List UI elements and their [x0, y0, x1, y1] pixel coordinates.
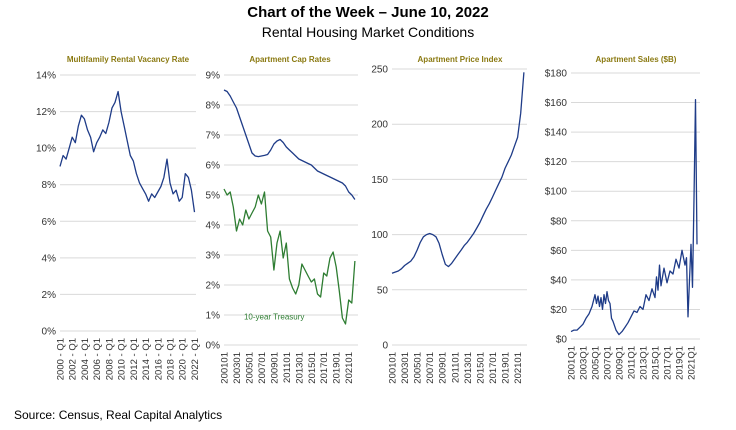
series-annotation: 10-year Treasury	[244, 313, 304, 322]
chart-panel-3: Apartment Price Index 0 50 100 150 200 250 2001…	[371, 55, 527, 384]
y-tick-label: 0%	[206, 341, 221, 352]
x-tick-label: 2010 - Q1	[117, 338, 128, 380]
y-tick-label: 8%	[42, 180, 57, 191]
x-tick-label: 2004 - Q1	[80, 338, 91, 380]
x-tick-label: 2018 - Q1	[166, 338, 177, 380]
source-note: Source: Census, Real Capital Analytics	[14, 408, 223, 422]
y-tick-label: $180	[545, 69, 568, 80]
y-tick-label: $100	[545, 187, 568, 198]
panel-title: Apartment Price Index	[418, 55, 503, 64]
x-tick-label: 2001Q1	[567, 346, 578, 380]
x-tick-label: 201101	[450, 352, 461, 383]
y-tick-label: 9%	[206, 71, 221, 82]
x-tick-label: 2006 - Q1	[92, 338, 103, 380]
x-tick-label: 2014 - Q1	[141, 338, 152, 380]
x-tick-label: 2005Q1	[591, 346, 602, 380]
x-tick-label: 2000 - Q1	[56, 338, 67, 380]
x-tick-label: 2021Q1	[687, 346, 698, 380]
chart-title: Chart of the Week – June 10, 2022	[247, 4, 489, 21]
y-tick-label: $20	[550, 305, 567, 316]
panel-title: Multifamily Rental Vacancy Rate	[67, 55, 190, 64]
series-line-1	[391, 72, 525, 274]
chart-panel-2: Apartment Cap Rates 0% 1% 2% 3% 4% 5% 6% 7% 8% 9% 2…	[206, 55, 358, 384]
y-tick-label: $0	[556, 335, 568, 346]
y-tick-label: 200	[371, 120, 388, 131]
x-tick-label: 2013Q1	[639, 346, 650, 380]
x-tick-label: 2009Q1	[615, 346, 626, 380]
x-tick-label: 200101	[388, 352, 399, 384]
x-tick-label: 201901	[501, 352, 512, 384]
panel-title: Apartment Cap Rates	[249, 55, 331, 64]
y-tick-label: 2%	[42, 290, 57, 301]
x-tick-label: 201901	[332, 352, 343, 384]
x-tick-label: 2003Q1	[579, 346, 590, 380]
x-tick-label: 2007Q1	[603, 346, 614, 380]
x-tick-label: 2019Q1	[675, 346, 686, 380]
x-tick-label: 2020 - Q1	[178, 338, 189, 380]
y-tick-label: 2%	[206, 281, 221, 292]
x-tick-label: 201101	[282, 352, 293, 383]
x-tick-label: 201301	[463, 352, 474, 384]
y-tick-label: $40	[550, 275, 567, 286]
x-tick-label: 2012 - Q1	[129, 338, 140, 380]
y-tick-label: 250	[371, 65, 388, 76]
x-tick-label: 2008 - Q1	[104, 338, 115, 380]
chart-panel-4: Apartment Sales ($B) $0 $20 $40 $60 $80 $100 $1…	[545, 55, 700, 380]
y-tick-label: $160	[545, 98, 568, 109]
x-tick-label: 200701	[257, 352, 268, 384]
y-tick-label: $60	[550, 246, 567, 257]
x-tick-label: 200901	[269, 352, 280, 384]
x-tick-label: 200301	[400, 352, 411, 384]
x-tick-label: 201701	[488, 352, 499, 384]
panel-title: Apartment Sales ($B)	[596, 55, 677, 64]
x-tick-label: 2015Q1	[651, 346, 662, 380]
chart-subtitle: Rental Housing Market Conditions	[261, 24, 475, 40]
y-tick-label: 100	[371, 230, 388, 241]
y-tick-label: 0	[382, 341, 388, 352]
x-tick-label: 2017Q1	[663, 346, 674, 380]
x-tick-label: 201301	[294, 352, 305, 384]
y-tick-label: 4%	[206, 221, 221, 232]
x-tick-label: 201501	[475, 352, 486, 384]
y-tick-label: 4%	[42, 253, 57, 264]
y-tick-label: 3%	[206, 251, 221, 262]
x-tick-label: 2011Q1	[627, 346, 638, 379]
series-line-1	[59, 90, 196, 213]
x-tick-label: 202101	[344, 352, 355, 384]
y-tick-label: 0%	[42, 327, 57, 338]
y-tick-label: $80	[550, 216, 567, 227]
chart-panel-1: Multifamily Rental Vacancy Rate 0% 2% 4% 6% 8…	[36, 55, 201, 380]
x-tick-label: 202101	[513, 352, 524, 384]
x-tick-label: 2022 - Q1	[190, 338, 201, 380]
y-tick-label: 5%	[206, 191, 221, 202]
y-tick-label: 14%	[36, 71, 56, 82]
x-tick-label: 200701	[425, 352, 436, 384]
y-tick-label: $140	[545, 128, 568, 139]
y-tick-label: 7%	[206, 131, 221, 142]
y-tick-label: 1%	[206, 311, 221, 322]
x-tick-label: 200301	[232, 352, 243, 384]
x-tick-label: 2002 - Q1	[68, 338, 79, 380]
y-tick-label: 6%	[42, 217, 57, 228]
y-tick-label: $120	[545, 157, 568, 168]
y-tick-label: 10%	[36, 144, 56, 155]
x-tick-label: 201701	[319, 352, 330, 384]
x-tick-label: 200501	[244, 352, 255, 384]
series-line-1	[223, 89, 356, 200]
y-tick-label: 8%	[206, 101, 221, 112]
y-tick-label: 12%	[36, 107, 56, 118]
x-tick-label: 2016 - Q1	[153, 338, 164, 380]
y-tick-label: 50	[377, 285, 389, 296]
x-tick-label: 200501	[413, 352, 424, 384]
y-tick-label: 6%	[206, 161, 221, 172]
x-tick-label: 201501	[307, 352, 318, 384]
series-line-2	[223, 188, 356, 325]
x-tick-label: 200101	[220, 352, 231, 384]
y-tick-label: 150	[371, 175, 388, 186]
series-line-1	[570, 98, 698, 336]
x-tick-label: 200901	[438, 352, 449, 384]
